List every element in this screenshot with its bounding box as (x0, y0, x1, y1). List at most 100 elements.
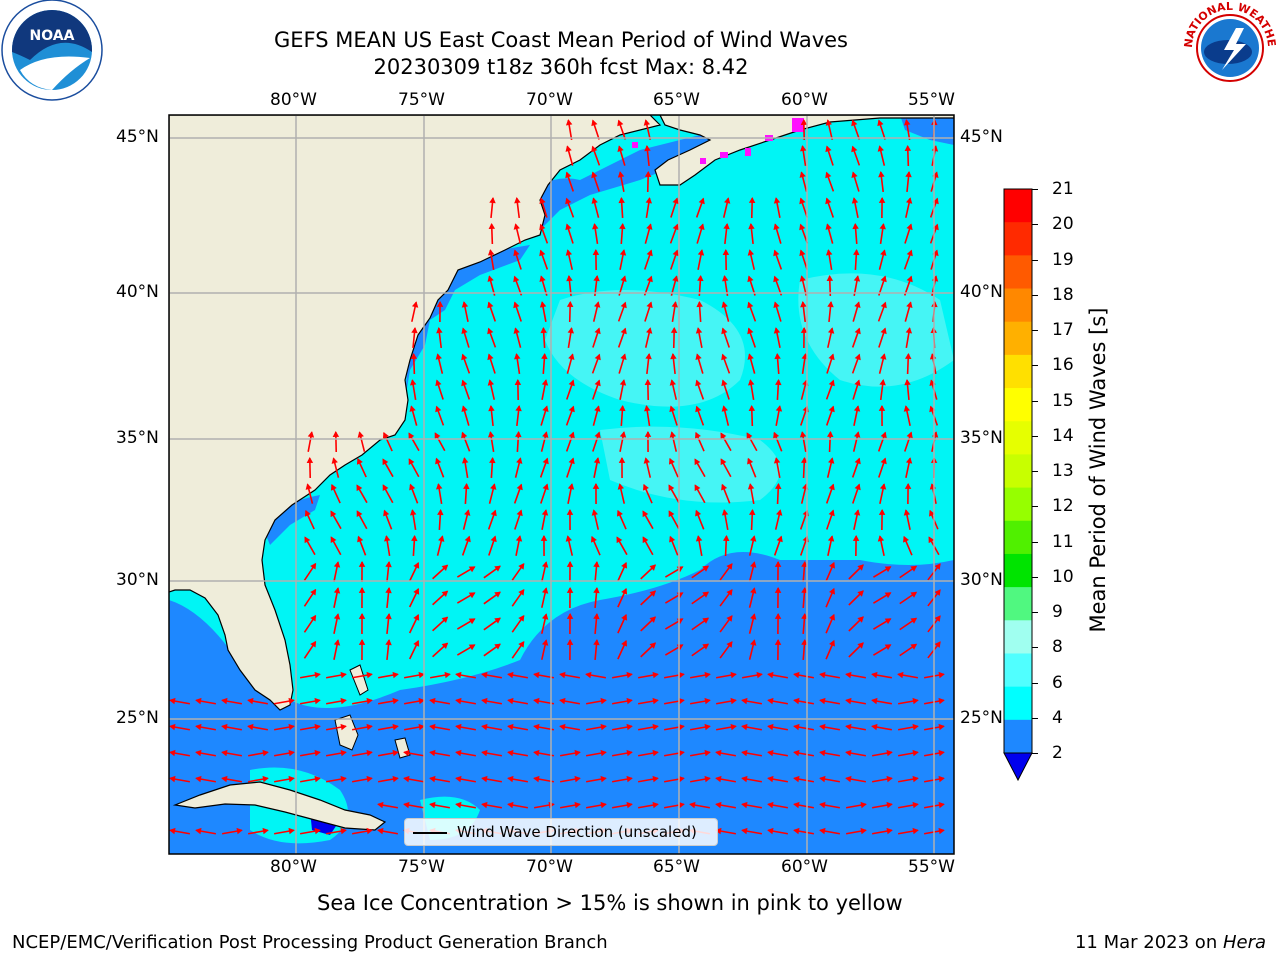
wave-arrow-head (730, 671, 737, 679)
wave-arrow-head (340, 775, 347, 783)
wave-arrow-head (619, 404, 626, 412)
wave-arrow-head (741, 775, 748, 783)
wave-arrow-head (906, 249, 913, 257)
ocean-blue-region (169, 552, 954, 854)
wave-arrow-head (880, 431, 887, 439)
wave-arrow-head (366, 671, 373, 679)
wave-arrow-head (644, 378, 652, 385)
colorbar-tick-label: 16 (1052, 355, 1074, 376)
wave-arrow-head (741, 827, 748, 835)
wave-arrow-head (799, 275, 806, 282)
wave-arrow-head (689, 801, 696, 809)
wave-arrow-head (767, 671, 774, 679)
wave-arrow-head (853, 248, 860, 256)
wave-arrow-head (435, 457, 442, 465)
wave-arrow-head (906, 223, 913, 231)
wave-arrow-head (542, 457, 549, 465)
wave-arrow-head (333, 613, 341, 620)
lat-label-left: 45°N (116, 127, 159, 147)
wave-arrow-head (726, 589, 733, 596)
wave-arrow-head (878, 404, 886, 411)
wave-arrow-head (721, 405, 728, 412)
wave-arrow-head (857, 564, 864, 571)
wave-arrow-head (594, 379, 601, 387)
wave-arrow-head (702, 565, 710, 572)
wave-arrow-head (621, 561, 628, 569)
wave-arrow-head (481, 749, 488, 757)
wave-arrow-head (741, 723, 748, 731)
colorbar (1003, 188, 1033, 782)
wave-arrow-head (593, 457, 601, 464)
wave-arrow-head (880, 249, 887, 256)
wave-arrow-head (481, 671, 488, 679)
wave-arrow-head (775, 378, 782, 386)
wave-arrow-head (331, 457, 338, 464)
wave-arrow-head (494, 565, 501, 572)
colorbar-segment (1004, 653, 1032, 688)
wave-arrow-head (262, 827, 269, 835)
colorbar-tick-mark (1032, 717, 1038, 719)
wave-arrow-head (905, 197, 913, 204)
wave-arrow-head (490, 535, 497, 543)
wave-arrow-head (884, 618, 892, 625)
wave-arrow-head (513, 223, 520, 230)
wave-arrow-head (829, 561, 835, 569)
colorbar-tick-label: 15 (1052, 390, 1074, 411)
lat-label-right: 30°N (960, 570, 1003, 590)
wave-arrow-head (903, 119, 911, 126)
wave-arrow-head (288, 749, 295, 757)
wave-arrow-head (860, 801, 867, 809)
coastal-blue-strip (260, 495, 320, 545)
wave-arrow-head (590, 535, 597, 543)
wave-arrow-head (566, 560, 574, 567)
wave-arrow-head (934, 563, 941, 570)
wave-arrow-head (377, 827, 384, 835)
wave-arrow-head (698, 223, 705, 231)
wave-arrow-head (854, 327, 861, 335)
wave-arrow-head (912, 749, 919, 757)
wave-arrow-head (413, 588, 420, 595)
wave-arrow-head (620, 327, 627, 335)
wave-arrow-head (594, 405, 601, 412)
wave-arrow-head (905, 327, 913, 334)
wave-arrow-head (750, 535, 757, 542)
wave-arrow-head (559, 671, 566, 679)
wave-arrow-head (644, 170, 652, 177)
wave-arrow-head (382, 484, 389, 492)
wave-arrow-head (722, 534, 730, 542)
wave-arrow-head (314, 723, 321, 731)
land-bahamas (349, 664, 369, 696)
wave-arrow-head (774, 560, 782, 567)
colorbar-segment (1004, 189, 1032, 223)
wave-arrow-head (774, 482, 782, 490)
wave-arrow-head (409, 379, 417, 386)
wave-arrow-head (800, 145, 807, 152)
wave-arrow-head (649, 590, 657, 597)
wave-arrow-head (776, 509, 783, 516)
wave-arrow-head (438, 535, 445, 542)
wave-arrow-head (516, 509, 523, 517)
wave-arrow-head (704, 671, 711, 679)
wave-arrow-head (288, 775, 295, 783)
colorbar-tick-mark (1032, 506, 1038, 508)
wave-arrow-head (621, 613, 628, 621)
wave-arrow-head (668, 484, 675, 492)
wave-arrow-head (594, 353, 601, 361)
wave-arrow-head (513, 275, 520, 283)
wave-arrow-head (652, 671, 659, 679)
wave-arrow-head (853, 509, 861, 516)
wave-arrow-head (827, 535, 835, 542)
wave-arrow-head (800, 456, 808, 464)
wave-arrow-head (938, 723, 945, 731)
lon-label-top: 55°W (908, 90, 955, 110)
wave-arrow-head (616, 509, 623, 517)
wave-arrow-head (392, 775, 399, 783)
wave-arrow-head (695, 405, 702, 413)
wave-arrow-head (912, 697, 919, 705)
wave-arrow-head (871, 671, 878, 679)
wave-arrow-head (195, 827, 202, 835)
wave-arrow-head (468, 592, 476, 599)
wave-arrow-head (568, 431, 575, 439)
wave-arrow-head (750, 587, 757, 594)
colorbar-tick-mark (1032, 576, 1038, 578)
